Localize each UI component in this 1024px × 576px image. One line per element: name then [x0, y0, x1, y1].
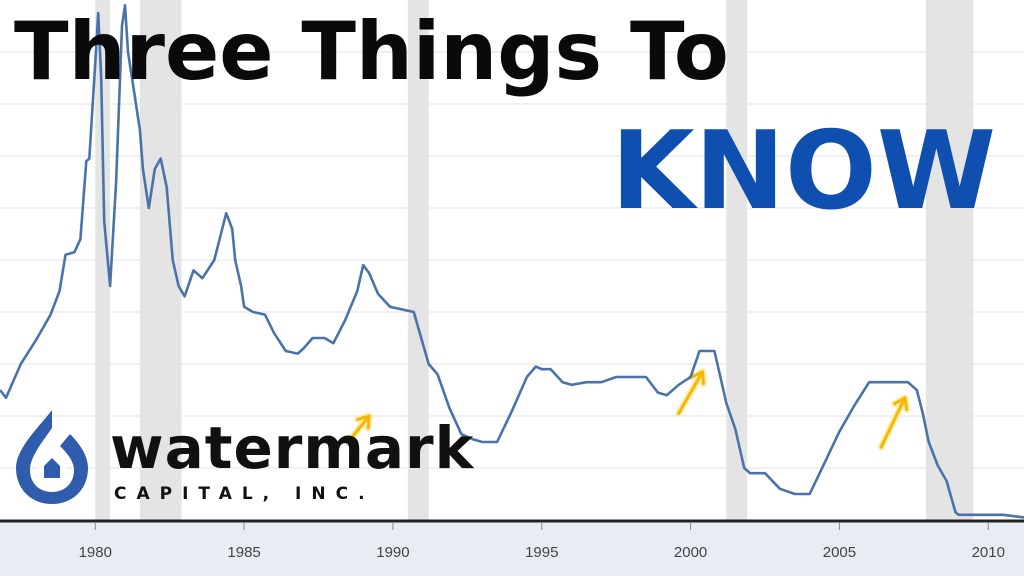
highlight-arrow-icon-0: [344, 412, 373, 446]
tick-label-1980: 1980: [79, 544, 112, 561]
x-axis-band: [0, 522, 1024, 576]
tick-label-1990: 1990: [376, 544, 409, 561]
highlight-arrows: [344, 368, 911, 451]
brand-block: watermark CAPITAL, INC.: [10, 404, 473, 508]
headline-line-1: Three Things To: [14, 5, 729, 98]
x-axis-ticks: 1980 1985 1990 1995 2000 2005 2010: [79, 522, 1005, 561]
tick-label-1985: 1985: [227, 544, 260, 561]
tick-label-2000: 2000: [674, 544, 707, 561]
headline-line-2: KNOW: [610, 109, 996, 234]
chart-gridlines: [0, 51, 1024, 469]
tick-label-2010: 2010: [972, 544, 1005, 561]
highlight-arrow-icon-1: [675, 368, 707, 417]
brand-name: watermark: [110, 414, 475, 482]
brand-subtitle: CAPITAL, INC.: [114, 484, 375, 504]
tick-label-2005: 2005: [823, 544, 856, 561]
tick-label-1995: 1995: [525, 544, 558, 561]
rate-series-line: [0, 3, 1024, 519]
highlight-arrow-icon-2: [877, 394, 911, 451]
water-drop-logo-icon: [16, 410, 88, 504]
